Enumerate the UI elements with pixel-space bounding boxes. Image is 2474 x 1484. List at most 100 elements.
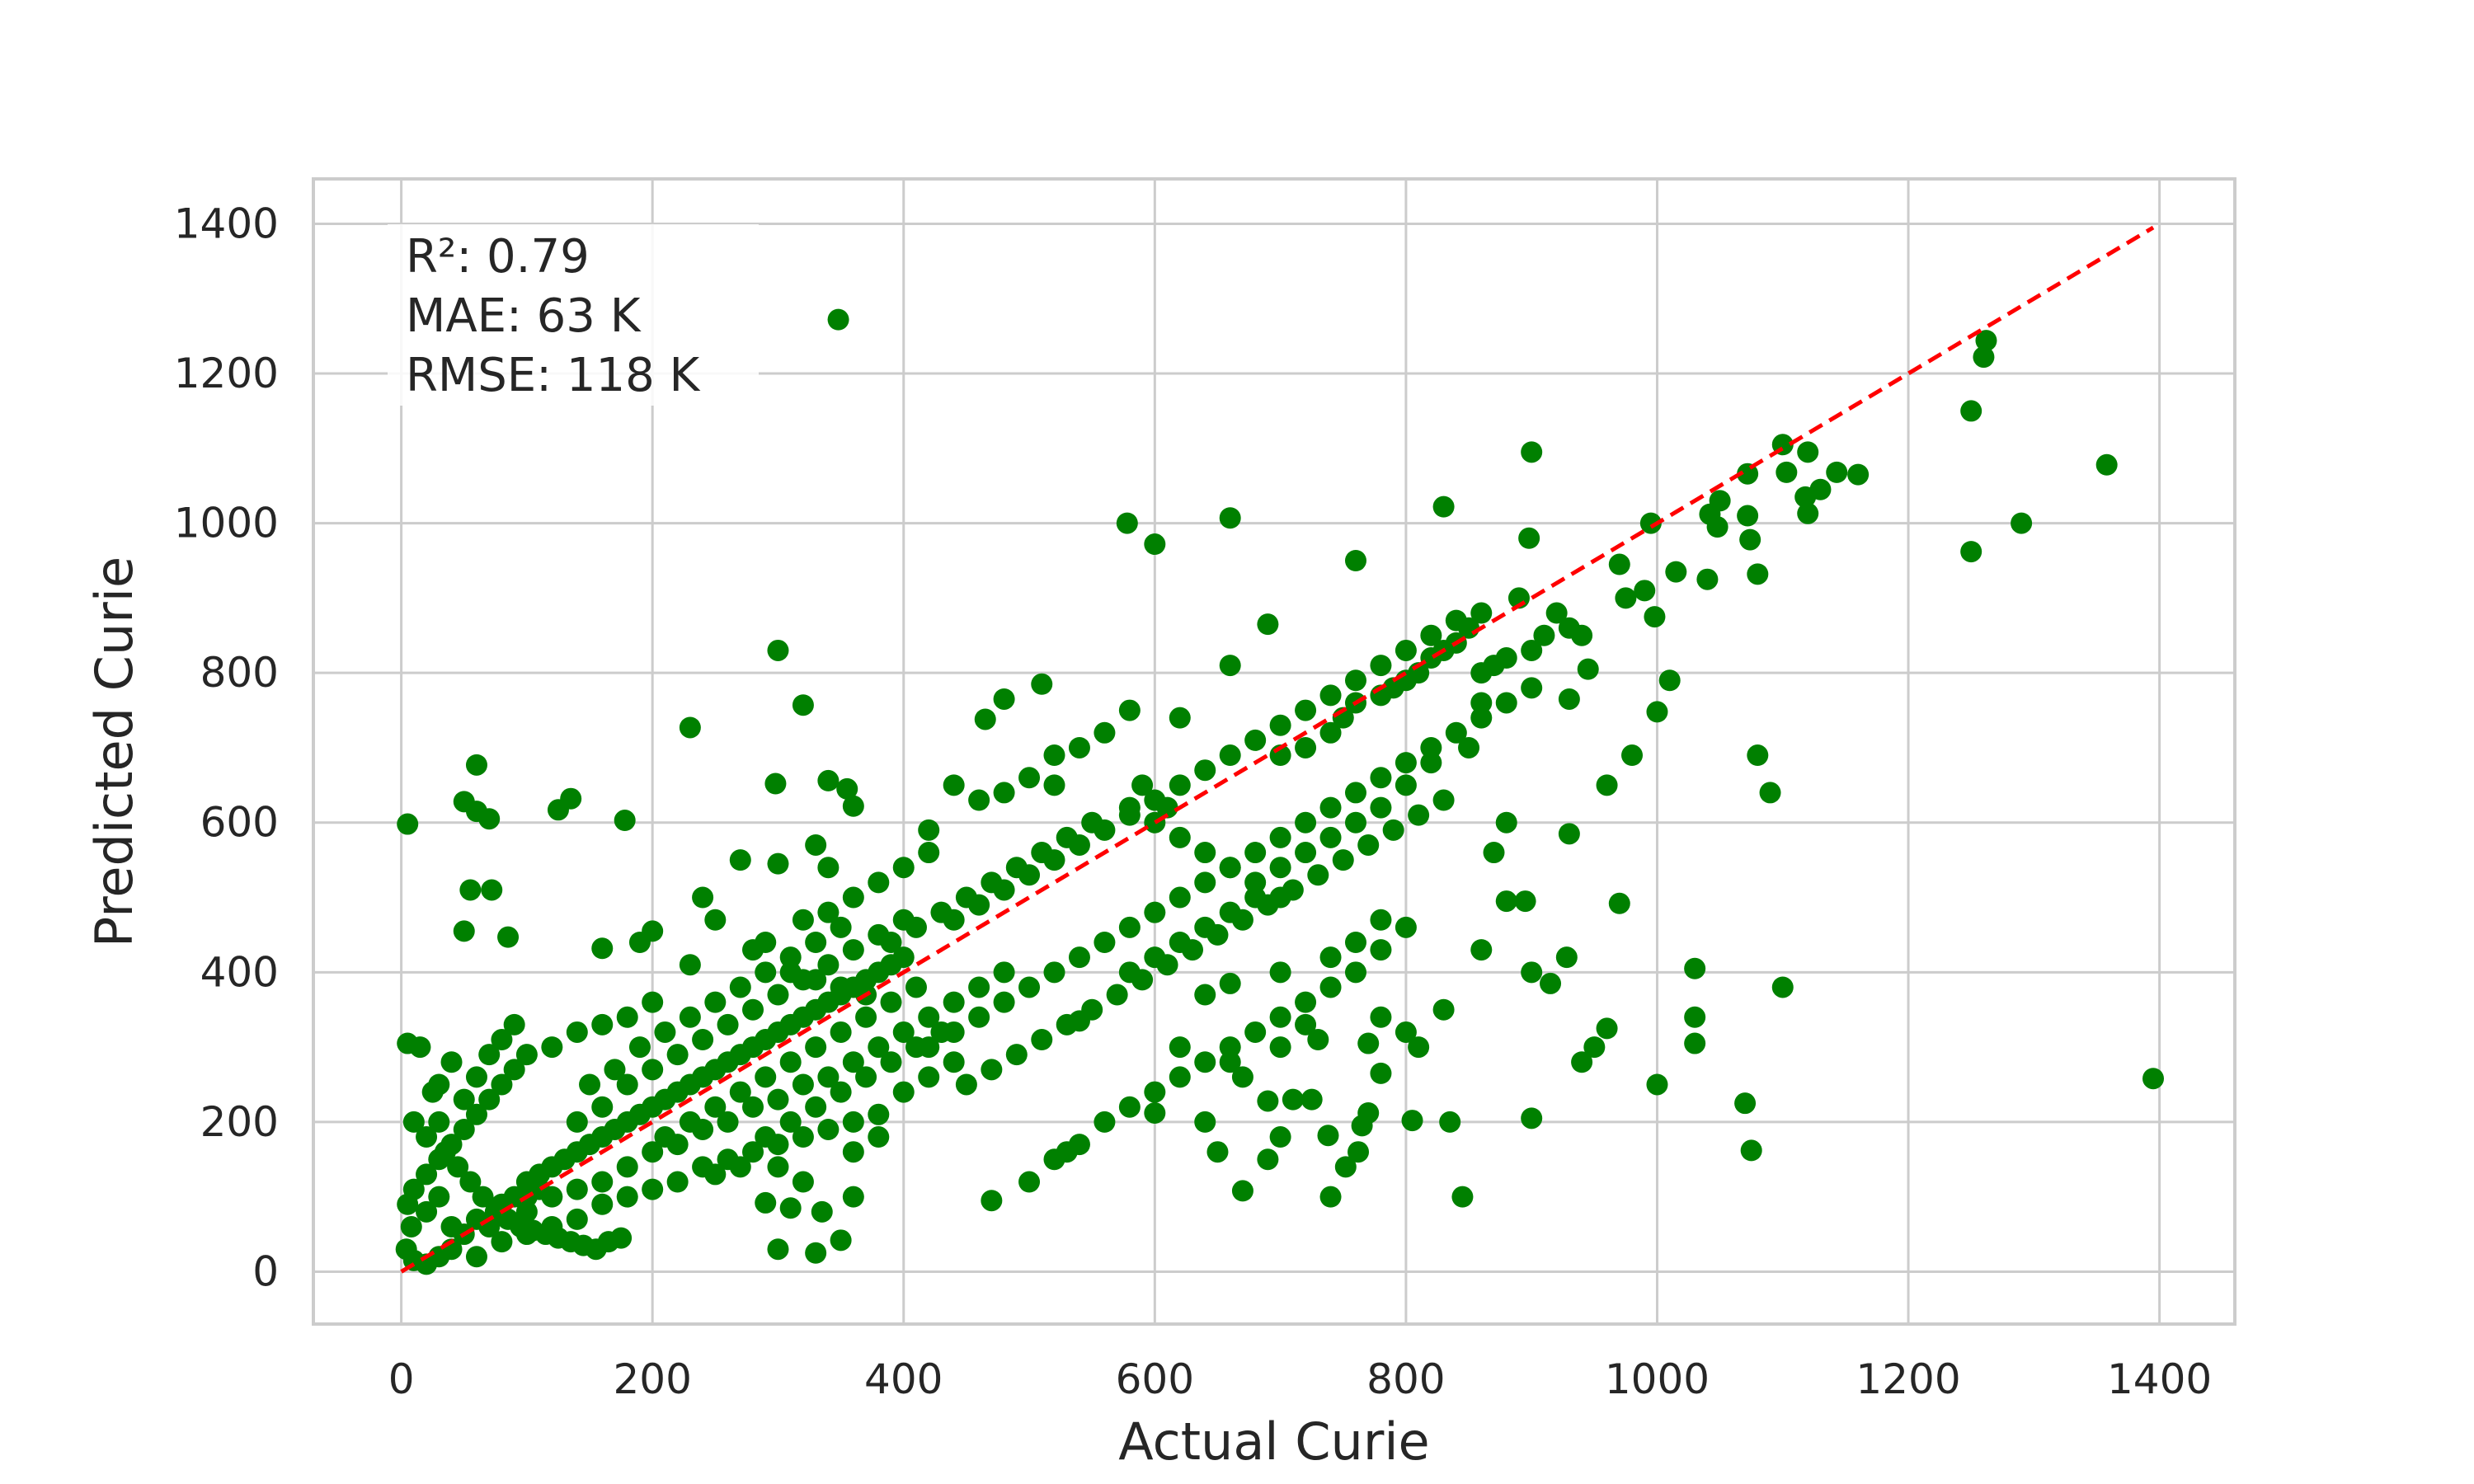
data-point	[515, 1200, 538, 1223]
data-point	[1344, 782, 1366, 804]
data-point	[1960, 541, 1982, 563]
data-point	[1319, 826, 1342, 848]
data-point	[428, 1073, 450, 1096]
data-point	[704, 1096, 727, 1118]
data-point	[1056, 1141, 1078, 1163]
data-point	[666, 1171, 689, 1193]
data-point	[1521, 1107, 1543, 1129]
data-point	[1734, 1092, 1757, 1115]
data-point	[1344, 669, 1366, 692]
data-point	[1420, 736, 1442, 758]
data-point	[1684, 1032, 1706, 1054]
data-point	[416, 1126, 438, 1148]
data-point	[2011, 512, 2033, 534]
data-point	[591, 1096, 614, 1118]
data-point	[943, 991, 965, 1013]
data-point	[1056, 1013, 1078, 1036]
data-point	[453, 1118, 475, 1140]
data-point	[817, 769, 840, 791]
data-point	[805, 834, 827, 856]
y-axis-title: Predicted Curie	[84, 556, 144, 947]
data-point	[642, 1141, 664, 1163]
data-point	[1495, 811, 1517, 834]
data-point	[868, 923, 890, 946]
data-point	[1408, 1036, 1430, 1059]
data-point	[1018, 1171, 1041, 1193]
data-point	[478, 1044, 501, 1066]
data-point	[1771, 976, 1794, 998]
data-point	[1144, 1101, 1166, 1124]
data-point	[792, 694, 814, 716]
data-point	[767, 1088, 789, 1111]
data-point	[1295, 736, 1317, 758]
y-tick-label: 600	[200, 799, 279, 847]
data-point	[1432, 789, 1455, 811]
data-point	[1257, 613, 1279, 636]
data-point	[1332, 849, 1354, 871]
data-point	[993, 991, 1015, 1013]
data-point	[465, 1246, 487, 1268]
y-tick-label: 1400	[174, 200, 279, 247]
data-point	[1319, 976, 1342, 998]
data-point	[1634, 580, 1656, 602]
data-point	[717, 1111, 739, 1133]
data-point	[1118, 1096, 1141, 1118]
reference-line	[400, 225, 2155, 1274]
data-point	[1295, 1013, 1317, 1036]
data-point	[905, 1036, 927, 1059]
data-point	[529, 1178, 551, 1200]
data-point	[1018, 767, 1041, 789]
data-point	[1470, 692, 1493, 714]
data-point	[892, 1021, 915, 1043]
stats-annotation: R²: 0.79 MAE: 63 K RMSE: 118 K	[388, 224, 759, 406]
data-point	[1521, 639, 1543, 661]
data-point	[491, 1029, 513, 1051]
data-point	[1317, 1125, 1339, 1147]
data-point	[1370, 796, 1392, 819]
data-point	[968, 789, 990, 811]
data-point	[1395, 752, 1417, 774]
data-point	[628, 1036, 651, 1059]
data-point	[1458, 736, 1480, 758]
data-point	[968, 894, 990, 916]
data-point	[1420, 752, 1442, 774]
data-point	[409, 1036, 431, 1059]
y-tick-label: 400	[200, 948, 279, 996]
data-point	[981, 1190, 1003, 1212]
data-point	[767, 984, 789, 1006]
data-point	[1144, 789, 1166, 811]
data-point	[1219, 857, 1241, 879]
data-point	[1395, 1021, 1417, 1043]
data-point	[1370, 939, 1392, 961]
x-tick-label: 1400	[2107, 1355, 2212, 1403]
data-point	[1219, 972, 1241, 994]
data-point	[1696, 568, 1719, 590]
y-tick-label: 1000	[174, 500, 279, 547]
data-point	[1094, 932, 1116, 953]
data-point	[717, 1013, 739, 1036]
data-point	[1684, 957, 1706, 979]
data-point	[1319, 796, 1342, 819]
data-point	[943, 774, 965, 796]
data-point	[1282, 1088, 1304, 1111]
data-point	[616, 1006, 638, 1028]
data-point	[993, 688, 1015, 710]
data-point	[1826, 461, 1848, 483]
data-point	[642, 1059, 664, 1081]
data-point	[666, 1044, 689, 1066]
y-tick-labels: 0 200 400 600 800 1000 1200 1400	[174, 200, 279, 1295]
data-point	[830, 1229, 852, 1252]
data-point	[1182, 939, 1204, 961]
data-point	[943, 909, 965, 931]
data-point	[591, 1013, 614, 1036]
data-point	[1960, 400, 1982, 422]
data-point	[459, 879, 482, 901]
data-point	[868, 871, 890, 894]
data-point	[1116, 512, 1138, 534]
data-point	[1043, 961, 1065, 984]
data-point	[1646, 1073, 1668, 1096]
data-point	[1432, 495, 1455, 518]
stats-box-background	[388, 224, 759, 406]
data-point	[616, 1073, 638, 1096]
data-point	[742, 1141, 764, 1163]
